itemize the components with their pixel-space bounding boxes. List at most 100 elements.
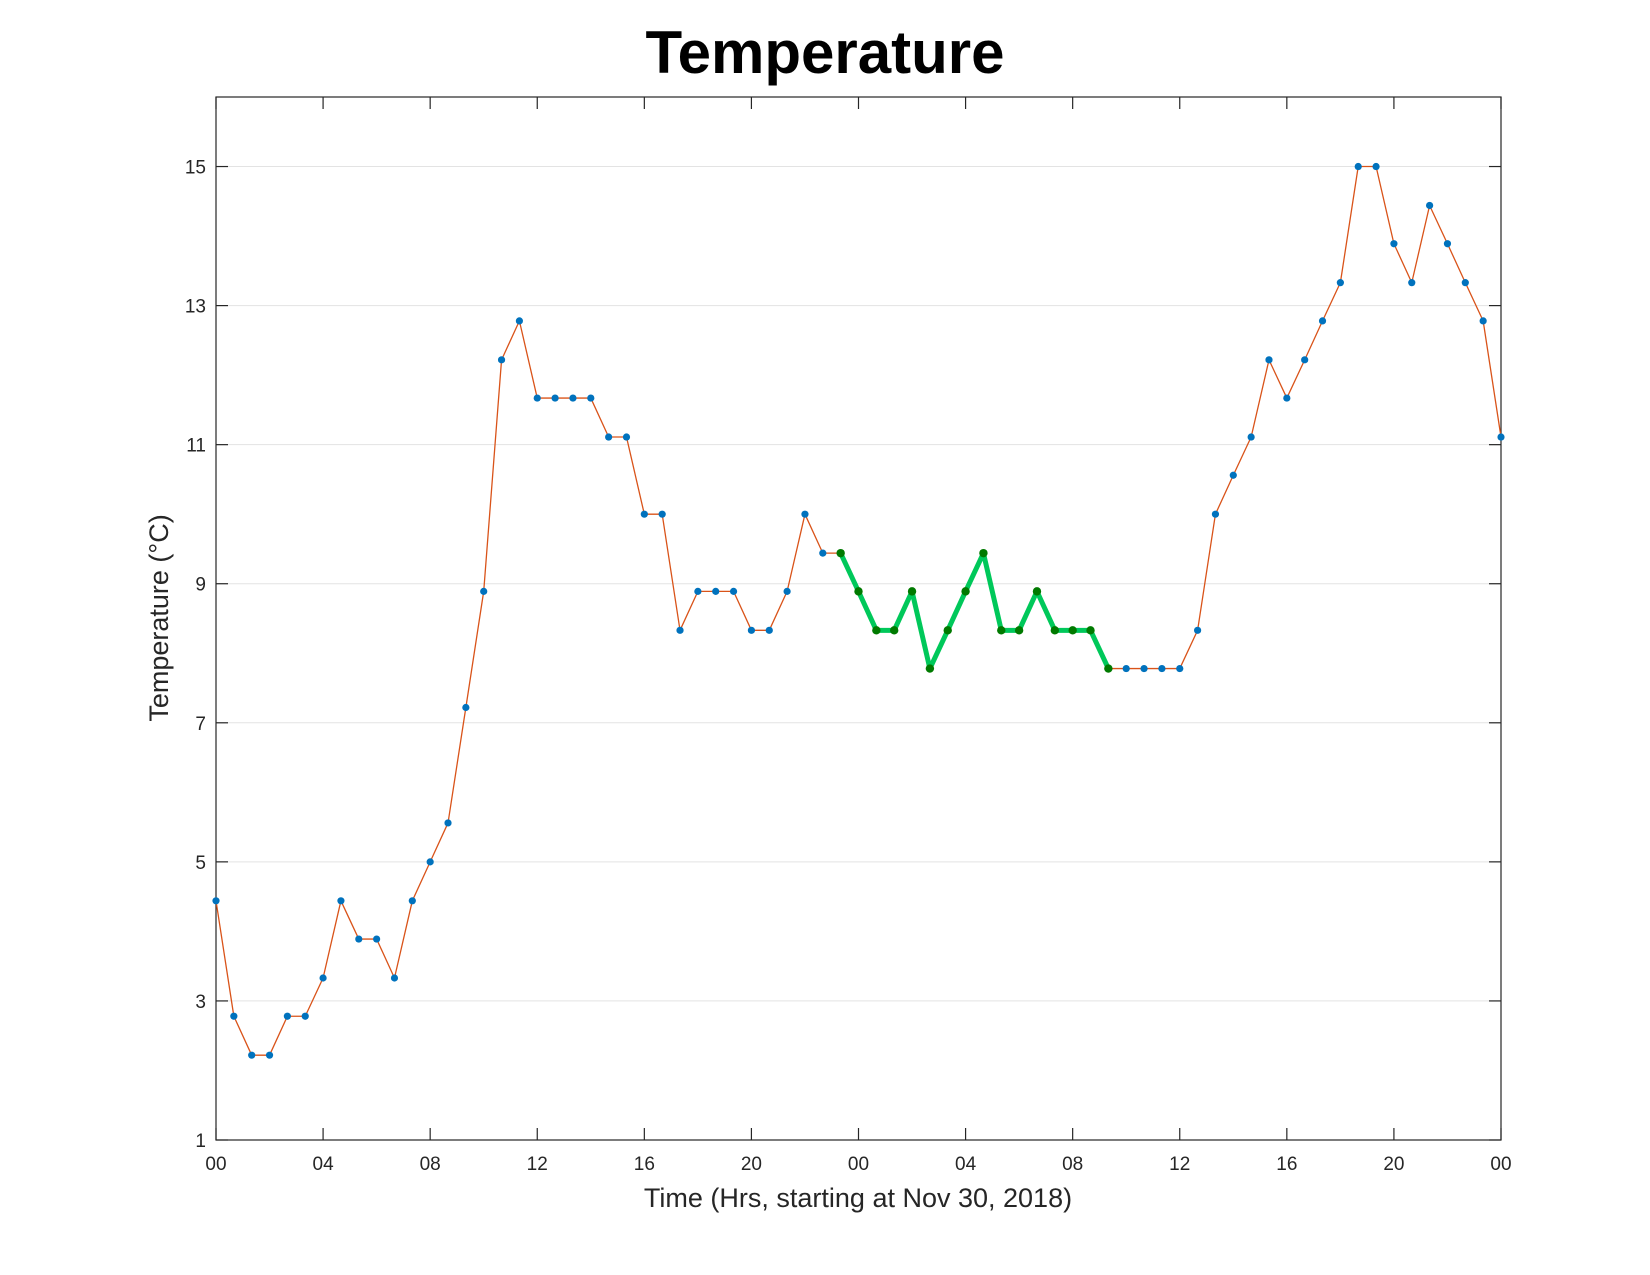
temperature-point — [765, 626, 773, 634]
highlighted-point — [854, 587, 863, 596]
temperature-point — [676, 626, 684, 634]
temperature-point — [658, 510, 666, 518]
temperature-point — [1122, 664, 1130, 673]
temperature-point — [1193, 626, 1202, 634]
highlighted-point — [1014, 626, 1024, 635]
temperature-point — [1461, 279, 1469, 287]
temperature-point — [1443, 240, 1452, 248]
temperature-point — [212, 897, 220, 905]
temperature-point — [1140, 664, 1148, 673]
temperature-point — [1390, 240, 1398, 248]
highlighted-point — [1032, 587, 1042, 596]
temperature-point — [1247, 433, 1255, 441]
temperature-point — [319, 974, 327, 982]
temperature-point — [801, 510, 809, 518]
temperature-point — [444, 819, 452, 827]
plot-area — [215, 96, 1502, 1141]
temperature-point — [1158, 664, 1166, 673]
highlighted-point — [1068, 626, 1077, 635]
highlighted-point — [889, 626, 899, 635]
temperature-line — [215, 165, 1502, 1056]
y-tick-label: 9 — [195, 575, 206, 596]
highlighted-point — [872, 626, 881, 635]
temperature-point — [265, 1051, 274, 1059]
x-tick-label: 12 — [527, 1154, 548, 1175]
temperature-point — [1229, 471, 1237, 479]
x-tick-label: 08 — [1062, 1154, 1083, 1175]
temperature-point — [1318, 317, 1327, 325]
temperature-point — [1265, 356, 1273, 364]
temperature-point — [426, 858, 434, 866]
temperature-point — [819, 549, 827, 557]
y-axis-label: Temperature (°C) — [144, 514, 174, 721]
highlighted-point — [1086, 626, 1095, 635]
highlighted-point — [907, 587, 917, 596]
highlighted-point — [997, 626, 1006, 635]
temperature-point — [533, 394, 541, 402]
x-tick-label: 20 — [741, 1154, 762, 1175]
highlighted-point — [943, 626, 952, 635]
temperature-point — [248, 1051, 256, 1059]
x-tick-label: 20 — [1383, 1154, 1404, 1175]
y-tick-label: 5 — [195, 853, 206, 874]
y-tick-label: 15 — [185, 158, 206, 179]
temperature-point — [1354, 162, 1362, 171]
x-axis-label: Time (Hrs, starting at Nov 30, 2018) — [644, 1183, 1072, 1213]
y-tick-label: 1 — [195, 1131, 206, 1152]
y-tick-label: 7 — [195, 714, 206, 735]
highlighted-point — [925, 664, 935, 673]
temperature-point — [515, 317, 524, 325]
temperature-point — [480, 587, 488, 595]
temperature-point — [337, 897, 345, 905]
temperature-point — [408, 897, 416, 905]
temperature-point — [1408, 279, 1416, 287]
temperature-point — [694, 587, 702, 595]
x-tick-label: 16 — [1276, 1154, 1297, 1175]
temperature-point — [1426, 201, 1434, 210]
x-tick-label: 00 — [1490, 1154, 1511, 1175]
temperature-point — [390, 974, 399, 982]
temperature-point — [551, 394, 559, 402]
chart-title: Temperature — [645, 19, 1004, 86]
series-group — [212, 162, 1505, 1059]
temperature-point — [497, 356, 506, 364]
x-tick-label: 12 — [1169, 1154, 1190, 1175]
highlighted-point — [1050, 626, 1060, 635]
highlighted-point — [979, 548, 988, 558]
temperature-point — [355, 935, 363, 943]
temperature-point — [569, 394, 577, 402]
temperature-point — [462, 703, 470, 712]
temperature-point — [373, 935, 381, 943]
temperature-point — [1211, 510, 1220, 518]
temperature-point — [747, 626, 756, 634]
grid-lines — [216, 166, 1501, 1002]
temperature-point — [1497, 433, 1505, 441]
temperature-point — [283, 1012, 291, 1020]
temperature-point — [712, 587, 720, 595]
temperature-point — [230, 1012, 238, 1020]
temperature-point — [1176, 664, 1184, 673]
temperature-point — [622, 433, 631, 441]
highlighted-point — [961, 587, 970, 596]
temperature-point — [729, 587, 738, 595]
temperature-point — [301, 1012, 309, 1020]
temperature-point — [783, 587, 791, 595]
temperature-point — [1301, 356, 1309, 364]
y-tick-label: 13 — [185, 297, 206, 318]
x-tick-label: 04 — [313, 1154, 335, 1175]
x-tick-label: 08 — [420, 1154, 441, 1175]
x-tick-label: 16 — [634, 1154, 655, 1175]
x-tick-label: 00 — [205, 1154, 226, 1175]
highlighted-point — [1104, 664, 1113, 673]
y-tick-label: 3 — [195, 992, 206, 1013]
temperature-point — [587, 394, 595, 402]
temperature-point — [605, 433, 613, 441]
x-tick-label: 00 — [848, 1154, 869, 1175]
highlighted-point — [836, 548, 845, 558]
temperature-point — [1283, 394, 1291, 402]
y-tick-label: 11 — [186, 436, 206, 457]
x-tick-label: 04 — [955, 1154, 977, 1175]
highlighted-segment-line — [838, 550, 1111, 672]
temperature-point — [1479, 317, 1487, 325]
